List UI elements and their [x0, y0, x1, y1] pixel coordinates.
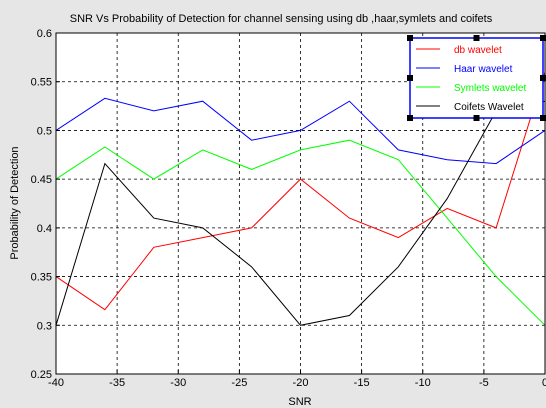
legend-label-3: Coifets Wavelet	[454, 102, 524, 113]
y-tick-label: 0.45	[31, 174, 52, 186]
legend-resize-handle[interactable]	[407, 115, 413, 121]
x-tick-label: 0	[542, 377, 546, 389]
y-tick-label: 0.25	[31, 369, 52, 381]
legend-resize-handle[interactable]	[407, 75, 413, 81]
legend-label-2: Symlets wavelet	[454, 83, 526, 94]
series-line-1	[55, 97, 546, 165]
y-axis-ticks: 0.25 0.3 0.35 0.4 0.45 0.5 0.55 0.6	[31, 28, 60, 381]
y-axis-label: Probability of Detection	[9, 146, 21, 259]
y-tick-label: 0.6	[37, 28, 52, 40]
x-axis-label: SNR	[288, 396, 311, 408]
x-tick-label: -40	[48, 377, 64, 389]
y-tick-label: 0.55	[31, 77, 52, 89]
x-tick-label: -35	[109, 377, 125, 389]
legend-resize-handle[interactable]	[473, 115, 480, 121]
chart-title: SNR Vs Probability of Detection for chan…	[70, 13, 493, 25]
x-axis-ticks: -40 -35 -30 -25 -20 -15 -10 -5 0	[48, 370, 546, 389]
legend-resize-handle[interactable]	[540, 75, 546, 81]
legend-box[interactable]	[409, 37, 544, 119]
x-tick-label: -15	[354, 377, 370, 389]
y-tick-label: 0.5	[37, 125, 52, 137]
x-tick-label: -5	[479, 377, 489, 389]
series-lines	[55, 71, 546, 326]
series-line-0	[55, 71, 546, 311]
x-tick-label: -20	[293, 377, 309, 389]
x-tick-label: -25	[231, 377, 247, 389]
series-line-2	[55, 139, 546, 326]
x-tick-label: -10	[415, 377, 431, 389]
y-tick-label: 0.35	[31, 272, 52, 284]
x-tick-label: -30	[170, 377, 186, 389]
legend-resize-handle[interactable]	[473, 35, 480, 41]
legend-resize-handle[interactable]	[407, 35, 413, 41]
grid	[56, 33, 545, 374]
legend-label-0: db wavelet	[454, 45, 502, 56]
legend[interactable]: db wavelet Haar wavelet Symlets wavelet Coi…	[407, 35, 546, 121]
y-tick-label: 0.3	[37, 320, 52, 332]
y-tick-label: 0.4	[37, 223, 52, 235]
series-line-3	[55, 100, 546, 326]
legend-label-1: Haar wavelet	[454, 64, 513, 75]
legend-resize-handle[interactable]	[540, 35, 546, 41]
legend-resize-handle[interactable]	[540, 115, 546, 121]
